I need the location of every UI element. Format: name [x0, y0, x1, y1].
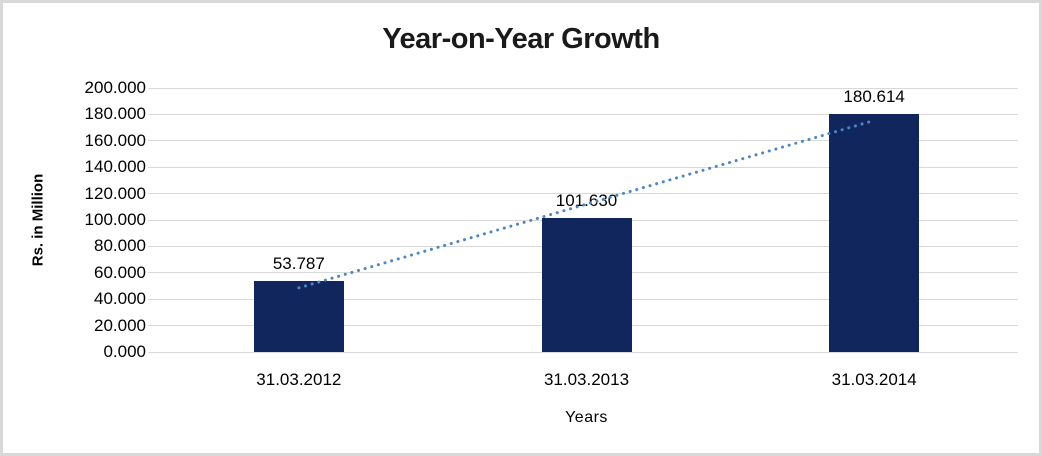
y-axis-tick	[148, 272, 155, 274]
bar-value-label: 180.614	[843, 86, 905, 106]
y-axis-tick	[148, 113, 155, 115]
plot-area: 53.787 31.03.2012 101.630 31.03.2013 180.614…	[155, 86, 1018, 389]
x-axis-title: Years	[565, 409, 608, 426]
y-tick-label: 160.000	[84, 130, 146, 150]
y-tick-label: 0.000	[103, 342, 146, 361]
y-tick-label: 100.000	[84, 210, 146, 229]
bar	[253, 281, 344, 352]
y-axis-tick	[148, 193, 155, 195]
y-axis-tick	[148, 140, 155, 142]
y-tick-label: 20.000	[94, 315, 146, 335]
bar-value-label: 53.787	[272, 254, 325, 273]
y-tick-label: 120.000	[84, 183, 146, 203]
y-tick-label: 60.000	[94, 262, 146, 282]
trendline-layer	[297, 118, 876, 290]
y-tick-label: 80.000	[94, 236, 146, 256]
y-tick-label: 200.000	[84, 78, 146, 97]
gridline	[155, 140, 1018, 142]
y-tick-label: 180.000	[84, 104, 146, 124]
gridline	[155, 351, 1018, 353]
gridline	[155, 87, 1018, 89]
y-axis-tick	[148, 219, 155, 221]
y-axis-title: Rs. in Million	[29, 173, 47, 267]
y-axis-tick	[148, 298, 155, 300]
category-label: 31.03.2013	[543, 370, 630, 389]
gridline	[155, 193, 1018, 195]
bar	[541, 217, 632, 352]
y-tick-label: 40.000	[94, 289, 146, 309]
y-axis-tick	[148, 351, 155, 353]
y-axis-tick	[148, 166, 155, 168]
y-tick-label: 140.000	[84, 157, 146, 177]
chart-title: Year-on-Year Growth	[382, 23, 660, 55]
category-label: 31.03.2014	[831, 370, 917, 389]
trendline	[297, 118, 876, 290]
bar-value-label: 101.630	[555, 190, 618, 210]
gridline	[155, 166, 1018, 168]
y-axis-tick	[148, 325, 155, 327]
category-label: 31.03.2012	[256, 370, 342, 389]
bar	[829, 113, 920, 352]
y-axis-tick	[148, 87, 155, 89]
y-axis-tick	[148, 245, 155, 247]
gridline	[155, 113, 1018, 115]
